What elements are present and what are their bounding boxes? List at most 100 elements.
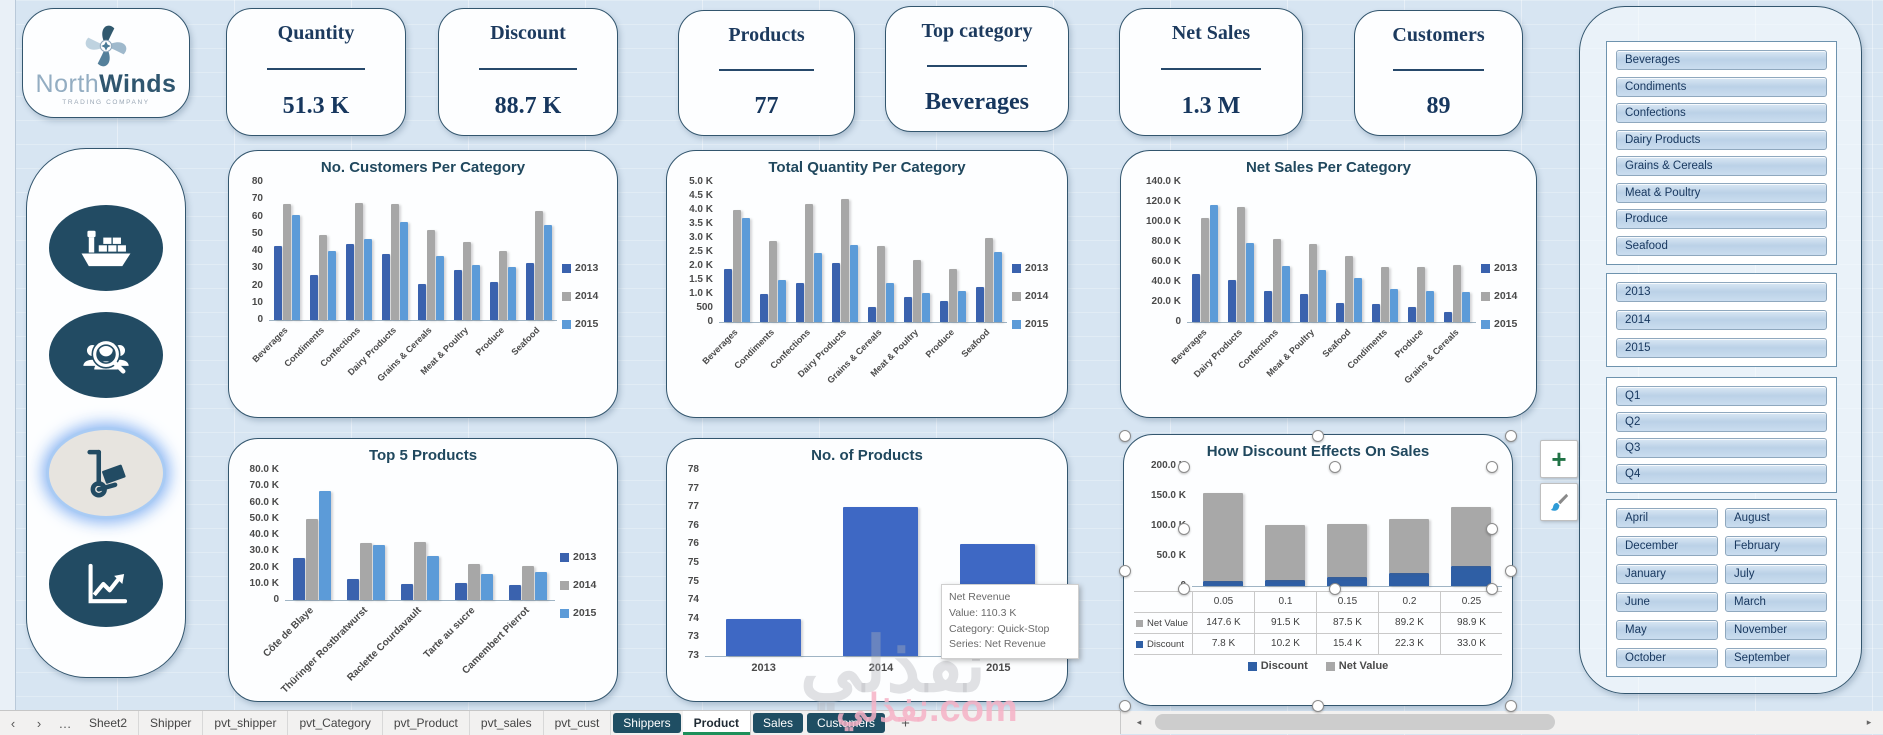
bar-2013[interactable]: [489, 282, 498, 320]
slicer-item-beverages[interactable]: Beverages: [1616, 50, 1827, 70]
bar-2013[interactable]: [508, 584, 521, 600]
bar-2015[interactable]: [426, 556, 439, 600]
bar-2013[interactable]: [1444, 312, 1453, 322]
bar-2015[interactable]: [363, 238, 372, 320]
slicer-item-august[interactable]: August: [1725, 508, 1827, 528]
bar-2014[interactable]: [1345, 256, 1354, 322]
tab-scroll-right-icon[interactable]: ›: [36, 715, 42, 731]
bar-net-value[interactable]: [1451, 506, 1491, 567]
bar-2015[interactable]: [1426, 291, 1435, 322]
sheet-tab-shippers[interactable]: Shippers: [613, 713, 681, 733]
slicer-item-may[interactable]: May: [1616, 620, 1718, 640]
legend-item[interactable]: 2015: [562, 318, 607, 330]
slicer-item-2015[interactable]: 2015: [1616, 338, 1827, 358]
sidebar-button-customers[interactable]: [49, 312, 163, 398]
sidebar-button-shippers[interactable]: [49, 205, 163, 291]
slicer-item-july[interactable]: July: [1725, 564, 1827, 584]
bar-2014[interactable]: [521, 565, 534, 600]
bar-discount[interactable]: [1327, 576, 1367, 586]
bar-2013[interactable]: [273, 245, 282, 320]
bar-2013[interactable]: [400, 583, 413, 600]
bar-2014[interactable]: [840, 198, 849, 322]
bar-2013[interactable]: [1191, 274, 1200, 322]
bar-2014[interactable]: [467, 564, 480, 600]
slicer-item-october[interactable]: October: [1616, 648, 1718, 668]
bar-2015[interactable]: [1317, 270, 1326, 322]
bar-2013[interactable]: [723, 268, 732, 322]
bar-2015[interactable]: [1245, 243, 1254, 322]
bar-discount[interactable]: [1389, 572, 1429, 586]
bar-2015[interactable]: [777, 280, 786, 322]
bar-2013[interactable]: [1408, 307, 1417, 322]
slicer-item-seafood[interactable]: Seafood: [1616, 235, 1827, 256]
slicer-item-september[interactable]: September: [1725, 648, 1827, 668]
bar-2013[interactable]: [454, 582, 467, 600]
slicer-item-march[interactable]: March: [1725, 592, 1827, 612]
sheet-tab-pvt-shipper[interactable]: pvt_shipper: [203, 711, 289, 735]
bar-2013[interactable]: [867, 306, 876, 322]
legend-item[interactable]: Discount: [1247, 660, 1308, 672]
bar-2015[interactable]: [507, 266, 516, 320]
selection-handle[interactable]: [1505, 700, 1517, 712]
bar-2013[interactable]: [1299, 294, 1308, 322]
bar-2014[interactable]: [912, 260, 921, 322]
bar-2013[interactable]: [903, 296, 912, 322]
bar-2014[interactable]: [876, 246, 885, 322]
bar-No. of Products[interactable]: [725, 618, 801, 656]
bar-2014[interactable]: [1236, 207, 1245, 322]
bar-discount[interactable]: [1265, 579, 1305, 586]
bar-2014[interactable]: [1200, 218, 1209, 322]
bar-2013[interactable]: [939, 301, 948, 322]
bar-2013[interactable]: [975, 287, 984, 322]
legend-item[interactable]: 2013: [562, 262, 607, 274]
bar-2013[interactable]: [1227, 280, 1236, 322]
slicer-item-april[interactable]: April: [1616, 508, 1718, 528]
legend-item[interactable]: 2015: [1481, 318, 1526, 330]
scrollbar-thumb[interactable]: [1155, 714, 1555, 730]
bar-2013[interactable]: [417, 283, 426, 320]
bar-2015[interactable]: [1462, 292, 1471, 322]
bar-net-value[interactable]: [1389, 519, 1429, 573]
legend-item[interactable]: Net Value: [1325, 660, 1388, 672]
sheet-tab-shipper[interactable]: Shipper: [139, 711, 204, 735]
bar-2015[interactable]: [318, 491, 331, 600]
slicer-item-february[interactable]: February: [1725, 536, 1827, 556]
bar-discount[interactable]: [1451, 566, 1491, 586]
tab-scroll-left-icon[interactable]: ‹: [10, 715, 16, 731]
bar-2015[interactable]: [399, 221, 408, 320]
slicer-item-2013[interactable]: 2013: [1616, 282, 1827, 302]
selection-handle[interactable]: [1119, 700, 1131, 712]
bar-2015[interactable]: [1209, 205, 1218, 322]
bar-2013[interactable]: [1336, 303, 1345, 322]
bar-2015[interactable]: [849, 245, 858, 322]
sheet-tab-sales[interactable]: Sales: [753, 713, 804, 733]
bar-No. of Products[interactable]: [843, 507, 918, 656]
add-sheet-button[interactable]: +: [901, 714, 910, 732]
slicer-item-condiments[interactable]: Condiments: [1616, 76, 1827, 97]
slicer-item-q2[interactable]: Q2: [1616, 412, 1827, 432]
bar-2015[interactable]: [813, 253, 822, 322]
slicer-item-2014[interactable]: 2014: [1616, 310, 1827, 330]
plot-selection-handle[interactable]: [1178, 583, 1190, 595]
legend-item[interactable]: 2014: [560, 579, 607, 591]
bar-2014[interactable]: [732, 210, 741, 322]
bar-2014[interactable]: [426, 230, 435, 320]
slicer-item-q1[interactable]: Q1: [1616, 386, 1827, 406]
bar-2014[interactable]: [1453, 265, 1462, 322]
bar-2015[interactable]: [741, 218, 750, 322]
horizontal-scrollbar[interactable]: ◂ ▸: [1120, 711, 1883, 734]
bar-net-value[interactable]: [1327, 524, 1367, 577]
bar-2014[interactable]: [498, 251, 507, 320]
bar-2014[interactable]: [305, 518, 318, 600]
selection-handle[interactable]: [1119, 565, 1131, 577]
slicer-item-december[interactable]: December: [1616, 536, 1718, 556]
legend-item[interactable]: 2015: [1012, 318, 1057, 330]
slicer-item-june[interactable]: June: [1616, 592, 1718, 612]
bar-2013[interactable]: [346, 578, 359, 600]
plot-selection-handle[interactable]: [1486, 523, 1498, 535]
chart-elements-button[interactable]: +: [1540, 440, 1578, 478]
selection-handle[interactable]: [1312, 700, 1324, 712]
scroll-right-icon[interactable]: ▸: [1866, 717, 1872, 727]
bar-2014[interactable]: [1417, 267, 1426, 322]
bar-2015[interactable]: [957, 291, 966, 322]
